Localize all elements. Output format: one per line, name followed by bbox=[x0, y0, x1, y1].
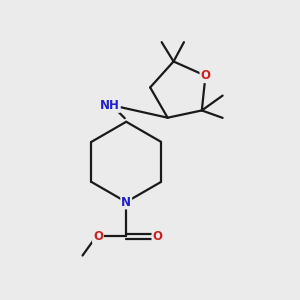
Text: O: O bbox=[93, 230, 103, 243]
Text: O: O bbox=[200, 69, 211, 82]
Text: NH: NH bbox=[100, 99, 120, 112]
Text: O: O bbox=[152, 230, 162, 243]
Text: N: N bbox=[121, 196, 131, 208]
